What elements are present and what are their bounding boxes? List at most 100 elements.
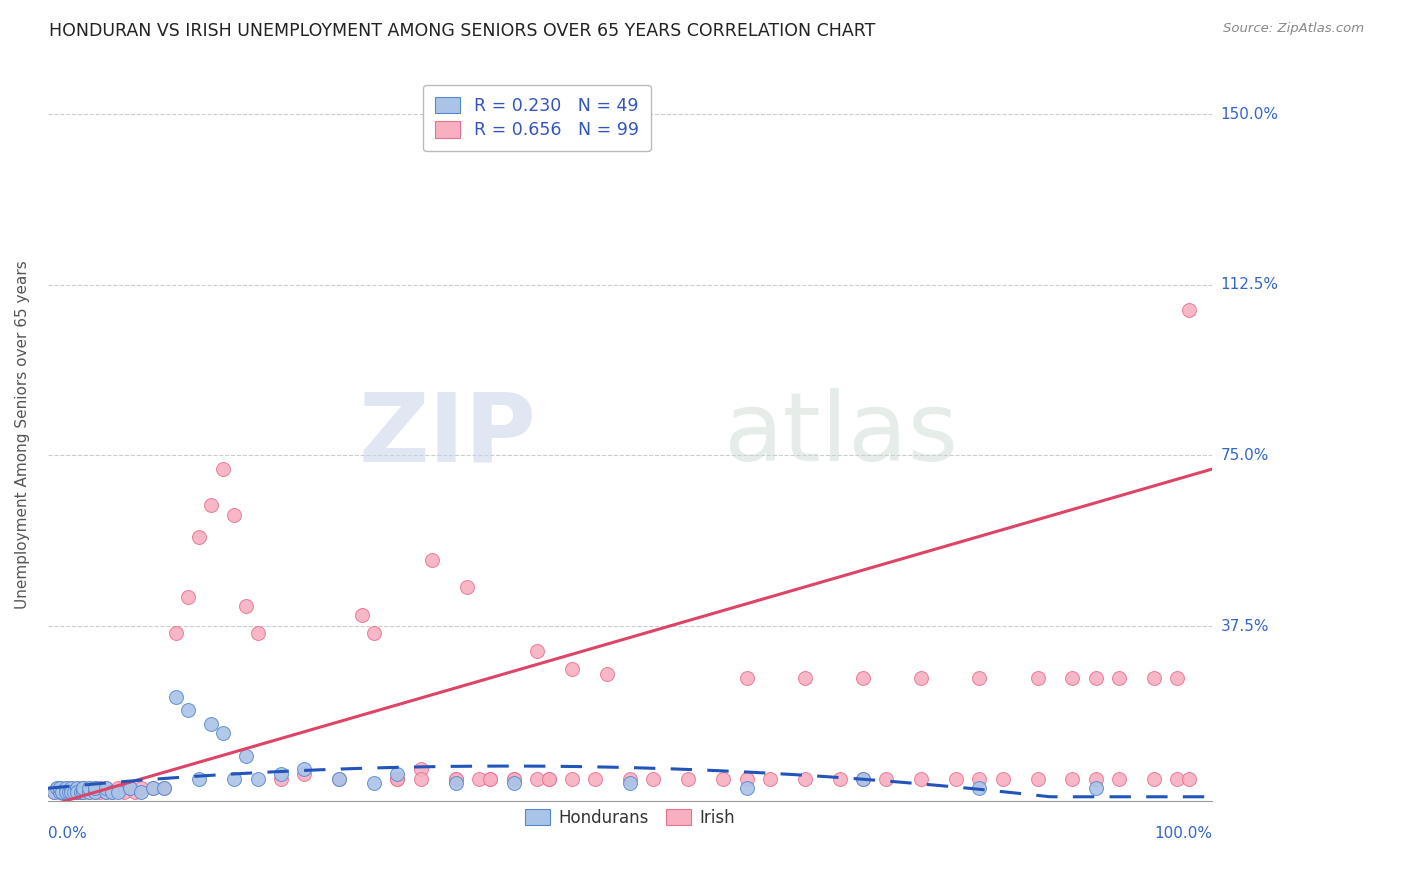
Point bbox=[58, 785, 80, 799]
Point bbox=[246, 772, 269, 786]
Point bbox=[101, 785, 124, 799]
Point bbox=[153, 780, 176, 795]
Point bbox=[643, 772, 665, 786]
Point bbox=[945, 772, 967, 786]
Point bbox=[444, 772, 467, 786]
Point bbox=[292, 763, 315, 777]
Text: 75.0%: 75.0% bbox=[1220, 448, 1268, 463]
Point bbox=[328, 772, 350, 786]
Point bbox=[142, 780, 165, 795]
Point bbox=[1143, 672, 1166, 686]
Point bbox=[224, 508, 246, 522]
Point bbox=[83, 785, 105, 799]
Point bbox=[596, 666, 619, 681]
Point bbox=[188, 772, 211, 786]
Point bbox=[537, 772, 560, 786]
Point bbox=[46, 780, 69, 795]
Point bbox=[502, 772, 524, 786]
Point bbox=[1084, 780, 1107, 795]
Point bbox=[177, 590, 200, 604]
Point bbox=[852, 772, 875, 786]
Point bbox=[177, 703, 200, 717]
Point bbox=[165, 626, 187, 640]
Point bbox=[83, 780, 105, 795]
Point bbox=[107, 780, 129, 795]
Point bbox=[526, 644, 548, 658]
Point bbox=[83, 780, 105, 795]
Point bbox=[409, 772, 432, 786]
Point bbox=[235, 599, 257, 613]
Point bbox=[62, 785, 84, 799]
Point bbox=[211, 462, 233, 476]
Point bbox=[420, 553, 443, 567]
Point bbox=[1108, 772, 1130, 786]
Point bbox=[60, 785, 83, 799]
Text: Source: ZipAtlas.com: Source: ZipAtlas.com bbox=[1223, 22, 1364, 36]
Point bbox=[60, 780, 83, 795]
Point bbox=[89, 785, 111, 799]
Point bbox=[1084, 672, 1107, 686]
Point bbox=[48, 785, 70, 799]
Point bbox=[387, 767, 409, 781]
Point bbox=[77, 780, 100, 795]
Point bbox=[502, 772, 524, 786]
Point bbox=[165, 690, 187, 704]
Point bbox=[526, 772, 548, 786]
Point bbox=[51, 785, 73, 799]
Point bbox=[77, 785, 100, 799]
Point bbox=[60, 785, 83, 799]
Point bbox=[72, 780, 94, 795]
Point bbox=[124, 785, 146, 799]
Point bbox=[72, 780, 94, 795]
Point bbox=[200, 717, 222, 731]
Point bbox=[112, 785, 135, 799]
Point bbox=[1062, 772, 1084, 786]
Point bbox=[224, 772, 246, 786]
Point bbox=[561, 662, 583, 676]
Point bbox=[735, 772, 758, 786]
Point bbox=[83, 785, 105, 799]
Point bbox=[1084, 772, 1107, 786]
Point bbox=[96, 785, 118, 799]
Point bbox=[270, 767, 292, 781]
Point bbox=[66, 780, 89, 795]
Point bbox=[69, 785, 91, 799]
Point bbox=[363, 776, 385, 790]
Point bbox=[1178, 772, 1201, 786]
Point bbox=[48, 785, 70, 799]
Point bbox=[42, 785, 65, 799]
Point bbox=[363, 626, 385, 640]
Point bbox=[759, 772, 782, 786]
Y-axis label: Unemployment Among Seniors over 65 years: Unemployment Among Seniors over 65 years bbox=[15, 260, 30, 609]
Point bbox=[188, 530, 211, 544]
Text: HONDURAN VS IRISH UNEMPLOYMENT AMONG SENIORS OVER 65 YEARS CORRELATION CHART: HONDURAN VS IRISH UNEMPLOYMENT AMONG SEN… bbox=[49, 22, 876, 40]
Point bbox=[444, 772, 467, 786]
Point bbox=[46, 780, 69, 795]
Point bbox=[561, 772, 583, 786]
Point bbox=[77, 785, 100, 799]
Point bbox=[387, 772, 409, 786]
Point bbox=[96, 785, 118, 799]
Point bbox=[793, 672, 815, 686]
Point bbox=[62, 785, 84, 799]
Point bbox=[118, 780, 141, 795]
Point bbox=[129, 780, 152, 795]
Point bbox=[66, 785, 89, 799]
Point bbox=[55, 780, 77, 795]
Point bbox=[468, 772, 491, 786]
Point bbox=[537, 772, 560, 786]
Point bbox=[51, 785, 73, 799]
Text: ZIP: ZIP bbox=[359, 388, 537, 482]
Point bbox=[1143, 772, 1166, 786]
Point bbox=[387, 772, 409, 786]
Point bbox=[96, 780, 118, 795]
Point bbox=[828, 772, 851, 786]
Point bbox=[711, 772, 734, 786]
Point bbox=[58, 785, 80, 799]
Point bbox=[48, 780, 70, 795]
Point bbox=[502, 776, 524, 790]
Point bbox=[991, 772, 1014, 786]
Point bbox=[735, 780, 758, 795]
Point bbox=[153, 780, 176, 795]
Point bbox=[118, 780, 141, 795]
